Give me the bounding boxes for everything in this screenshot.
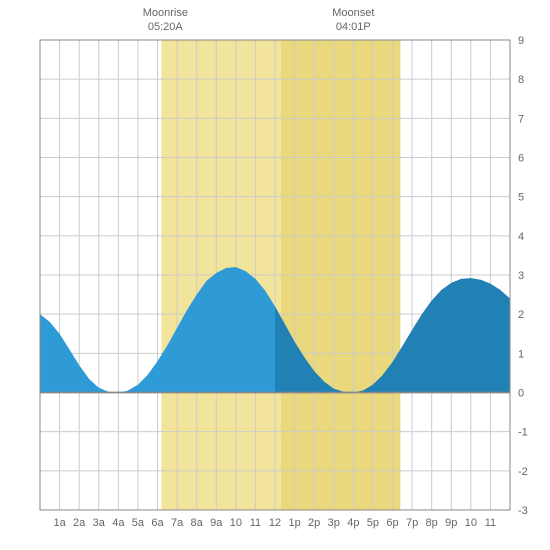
x-axis-label: 3a: [93, 517, 106, 529]
y-axis-label: 4: [518, 231, 524, 243]
y-axis-label: 2: [518, 309, 524, 321]
x-axis-label: 4p: [347, 517, 359, 529]
y-axis-label: -1: [518, 427, 528, 439]
x-axis-label: 11: [485, 517, 496, 529]
y-axis-label: 1: [518, 348, 524, 360]
moonset-label: Moonset: [332, 7, 374, 19]
y-axis-label: 9: [518, 35, 524, 47]
x-axis-label: 10: [230, 517, 242, 529]
moonrise-time: 05:20A: [148, 21, 184, 33]
moonset-time: 04:01P: [336, 21, 371, 33]
chart-svg: 1a2a3a4a5a6a7a8a9a1011121p2p3p4p5p6p7p8p…: [0, 0, 550, 550]
x-axis-label: 1a: [53, 517, 66, 529]
x-axis-label: 3p: [328, 517, 340, 529]
x-axis-label: 10: [465, 517, 477, 529]
y-axis-label: -2: [518, 466, 528, 478]
x-axis-label: 8a: [191, 517, 204, 529]
y-axis-label: -3: [518, 505, 528, 517]
x-axis-label: 9a: [210, 517, 223, 529]
x-axis-label: 5p: [367, 517, 379, 529]
x-axis-label: 1p: [288, 517, 300, 529]
x-axis-label: 5a: [132, 517, 145, 529]
x-axis-label: 9p: [445, 517, 457, 529]
y-axis-label: 0: [518, 388, 524, 400]
x-axis-label: 4a: [112, 517, 125, 529]
x-axis-label: 12: [269, 517, 281, 529]
x-axis-label: 8p: [426, 517, 438, 529]
y-axis-label: 6: [518, 153, 524, 165]
x-axis-label: 11: [250, 517, 261, 529]
tide-chart: 1a2a3a4a5a6a7a8a9a1011121p2p3p4p5p6p7p8p…: [0, 0, 550, 550]
moonrise-label: Moonrise: [143, 7, 188, 19]
y-axis-label: 5: [518, 192, 524, 204]
x-axis-label: 2p: [308, 517, 320, 529]
x-axis-label: 2a: [73, 517, 86, 529]
y-axis-label: 7: [518, 113, 524, 125]
y-axis-label: 8: [518, 74, 524, 86]
x-axis-label: 6a: [151, 517, 164, 529]
x-axis-label: 7a: [171, 517, 184, 529]
x-axis-label: 7p: [406, 517, 418, 529]
y-axis-label: 3: [518, 270, 524, 282]
x-axis-label: 6p: [386, 517, 398, 529]
